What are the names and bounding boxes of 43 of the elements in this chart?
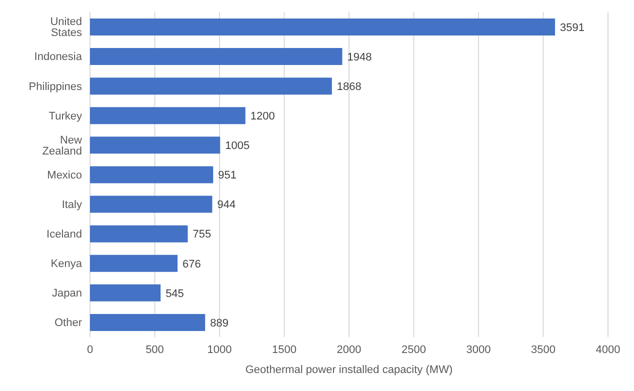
- x-axis-title: Geothermal power installed capacity (MW): [245, 364, 453, 376]
- data-label: 944: [217, 199, 236, 212]
- y-tick-label: Turkey: [48, 110, 82, 122]
- bar: [90, 314, 206, 331]
- x-tick-label: 0: [86, 344, 94, 356]
- data-label: 755: [192, 228, 212, 241]
- data-label: 1005: [225, 140, 250, 152]
- bar: [90, 254, 178, 272]
- bar: [90, 78, 332, 95]
- y-tick-label: Iceland: [46, 228, 82, 240]
- x-tick-label: 1000: [207, 344, 232, 356]
- x-tick-label: 1500: [272, 344, 296, 356]
- data-label: 1200: [250, 110, 275, 123]
- y-tick-label: Italy: [62, 198, 82, 211]
- x-tick-label: 2500: [402, 344, 426, 356]
- x-tick-label: 3500: [531, 344, 556, 356]
- data-label: 1948: [347, 51, 372, 64]
- bar: [90, 166, 214, 184]
- y-tick-label: Kenya: [50, 258, 83, 270]
- data-label: 545: [166, 288, 184, 300]
- bar: [90, 284, 161, 302]
- data-label: 951: [218, 170, 237, 182]
- x-tick-label: 2000: [336, 344, 362, 356]
- bar: [90, 196, 212, 213]
- bar: [90, 225, 188, 242]
- data-label: 3591: [560, 22, 585, 34]
- y-tick-label: Other: [54, 317, 82, 330]
- data-label: 889: [210, 317, 228, 330]
- y-tick-label: Indonesia: [34, 51, 83, 64]
- y-tick-label: Mexico: [47, 169, 82, 182]
- bar: [90, 107, 246, 124]
- data-label: 1868: [336, 80, 362, 93]
- x-tick-label: 500: [146, 344, 164, 356]
- y-tick-label: Japan: [52, 288, 82, 300]
- x-tick-label: 4000: [596, 344, 620, 356]
- y-tick-label: United States: [50, 16, 82, 40]
- bar: [90, 48, 342, 66]
- x-tick-label: 3000: [466, 344, 491, 356]
- bar: [90, 18, 556, 36]
- data-label: 676: [182, 258, 201, 270]
- bar: [90, 136, 220, 154]
- y-tick-label: Philippines: [28, 80, 82, 93]
- y-tick-label: New Zealand: [42, 134, 82, 158]
